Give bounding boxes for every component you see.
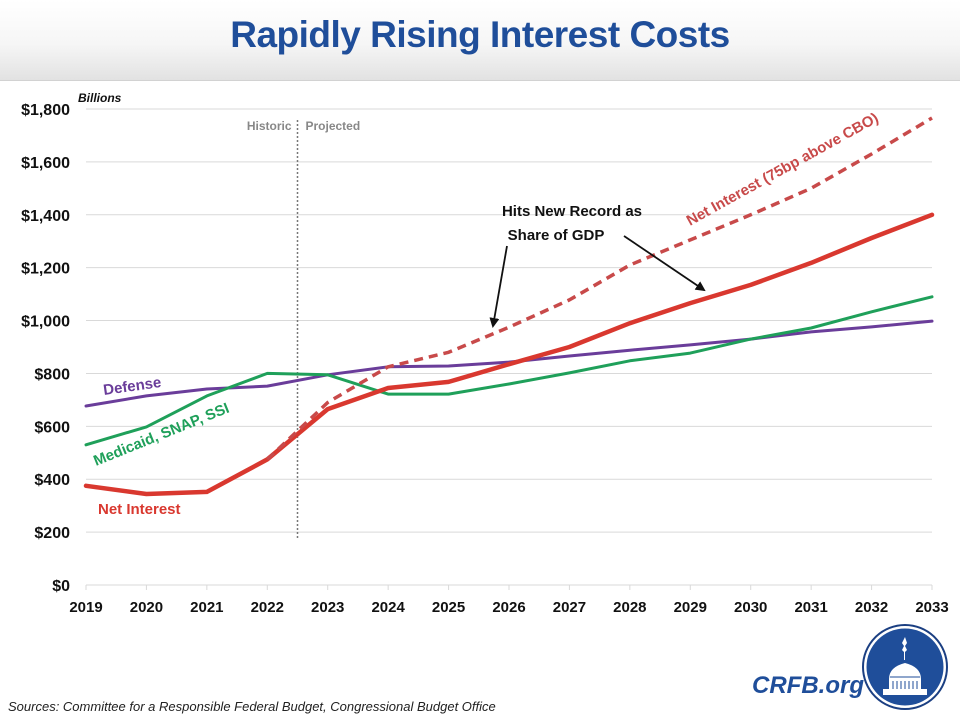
projected-label: Projected (306, 119, 361, 133)
series-line-net-interest (83, 212, 935, 497)
x-tick-label: 2028 (613, 599, 646, 616)
annotation-arrow-solid (623, 235, 706, 292)
x-tick-label: 2032 (855, 599, 888, 616)
chart-title: Rapidly Rising Interest Costs (230, 14, 730, 55)
y-tick-label: $1,000 (21, 314, 70, 331)
y-axis-ticks: $0 $200 $400 $600 $800 $1,000 $1,200 $1,400 $1,6… (21, 91, 122, 595)
y-unit-label: Billions (78, 91, 122, 105)
x-tick-label: 2020 (130, 599, 163, 616)
annotation-line-1: Hits New Record as (502, 203, 642, 220)
x-tick-label: 2030 (734, 599, 767, 616)
y-tick-label: $800 (34, 366, 70, 383)
x-axis-ticks: 2019 2020 2021 2022 2023 2024 2025 2026 2027 2028… (69, 585, 949, 616)
x-tick-label: 2024 (371, 599, 405, 616)
y-tick-label: $1,800 (21, 102, 70, 119)
y-tick-label: $0 (52, 578, 70, 595)
gridlines (86, 108, 932, 586)
label-net-interest-75bp: Net Interest (75bp above CBO) (684, 110, 882, 230)
series-line-medicaid (84, 295, 934, 447)
annotation: Hits New Record as Share of GDP (489, 203, 706, 328)
x-tick-label: 2019 (69, 599, 102, 616)
x-tick-label: 2031 (794, 599, 827, 616)
y-tick-label: $200 (34, 525, 70, 542)
x-tick-label: 2023 (311, 599, 344, 616)
y-tick-label: $1,400 (21, 208, 70, 225)
x-tick-label: 2027 (553, 599, 586, 616)
x-tick-label: 2021 (190, 599, 223, 616)
x-tick-label: 2033 (915, 599, 948, 616)
y-tick-label: $400 (34, 472, 70, 489)
x-tick-label: 2026 (492, 599, 525, 616)
annotation-line-2: Share of GDP (508, 227, 605, 244)
label-medicaid-snap-ssi: Medicaid, SNAP, SSI (91, 400, 232, 470)
capitol-dome-logo-icon (862, 624, 948, 710)
x-tick-label: 2029 (674, 599, 707, 616)
header-band: Rapidly Rising Interest Costs (0, 0, 960, 81)
historic-projected-divider: Historic Projected (247, 119, 360, 540)
y-tick-label: $1,600 (21, 155, 70, 172)
y-tick-label: $600 (34, 419, 70, 436)
annotation-arrow-dashed (489, 245, 508, 328)
x-tick-label: 2025 (432, 599, 465, 616)
x-tick-label: 2022 (251, 599, 284, 616)
brand-link[interactable]: CRFB.org (752, 672, 864, 699)
y-tick-label: $1,200 (21, 261, 70, 278)
label-net-interest: Net Interest (98, 501, 181, 518)
historic-label: Historic (247, 119, 292, 133)
series-line-net-interest-alt (266, 116, 933, 461)
sources-note: Sources: Committee for a Responsible Fed… (8, 699, 496, 714)
series-lines (83, 116, 935, 497)
